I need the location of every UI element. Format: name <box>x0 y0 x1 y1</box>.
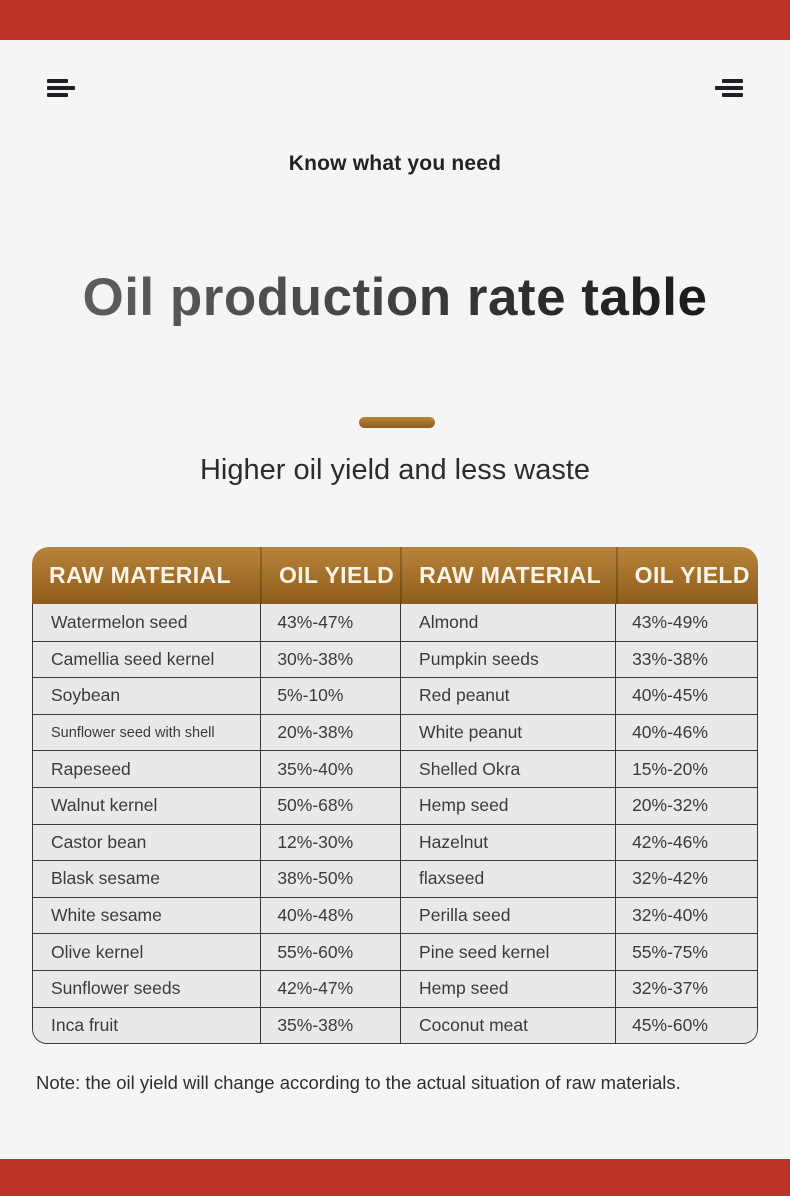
raw-material-cell: Coconut meat <box>400 1007 615 1044</box>
oil-yield-cell: 42%-47% <box>260 970 400 1007</box>
oil-yield-cell: 20%-32% <box>615 787 757 824</box>
oil-yield-cell: 20%-38% <box>260 714 400 751</box>
oil-yield-cell: 30%-38% <box>260 641 400 678</box>
raw-material-cell: Pumpkin seeds <box>400 641 615 678</box>
column-header-raw-material-1: RAW MATERIAL <box>49 562 231 588</box>
oil-yield-cell: 55%-60% <box>260 934 400 970</box>
oil-yield-cell: 32%-40% <box>615 897 757 934</box>
table-row: Watermelon seed 43%-47% Almond 43%-49% <box>33 604 757 641</box>
table-row: Sunflower seeds 42%-47% Hemp seed 32%-37% <box>33 969 757 1007</box>
raw-material-cell: Hemp seed <box>400 787 615 824</box>
column-header-oil-yield-2: OIL YIELD <box>615 547 758 604</box>
oil-yield-table: RAW MATERIAL OIL YIELD RAW MATERIAL OIL … <box>32 547 758 1045</box>
raw-material-cell: White peanut <box>400 714 615 751</box>
table-row: Castor bean 12%-30% Hazelnut 42%-46% <box>33 823 757 861</box>
oil-yield-cell: 55%-75% <box>615 934 757 970</box>
oil-yield-cell: 50%-68% <box>260 787 400 824</box>
top-red-bar <box>0 0 790 40</box>
oil-yield-cell: 43%-47% <box>260 604 400 641</box>
menu-lines-left-icon <box>47 79 75 97</box>
table-row: Camellia seed kernel 30%-38% Pumpkin seeds… <box>33 640 757 678</box>
oil-yield-cell: 43%-49% <box>615 604 757 641</box>
raw-material-cell: Camellia seed kernel <box>51 648 215 669</box>
oil-yield-cell: 35%-38% <box>260 1007 400 1044</box>
raw-material-cell: Walnut kernel <box>51 795 158 816</box>
raw-material-cell: Shelled Okra <box>400 751 615 787</box>
table-row: Walnut kernel 50%-68% Hemp seed 20%-32% <box>33 786 757 824</box>
raw-material-cell: Blask sesame <box>51 868 160 889</box>
column-header-oil-yield-1: OIL YIELD <box>259 547 400 604</box>
oil-yield-cell: 32%-37% <box>615 970 757 1007</box>
column-header-raw-material-2: RAW MATERIAL <box>400 547 616 604</box>
oil-yield-cell: 35%-40% <box>260 751 400 787</box>
raw-material-cell: flaxseed <box>400 861 615 897</box>
table-row: Blask sesame 38%-50% flaxseed 32%-42% <box>33 860 757 897</box>
oil-yield-cell: 38%-50% <box>260 861 400 897</box>
oil-yield-cell: 33%-38% <box>615 641 757 678</box>
raw-material-cell: Almond <box>400 604 615 641</box>
oil-yield-cell: 45%-60% <box>615 1007 757 1044</box>
table-row: Soybean 5%-10% Red peanut 40%-45% <box>33 677 757 714</box>
raw-material-cell: Inca fruit <box>51 1014 119 1035</box>
raw-material-cell: Perilla seed <box>400 897 615 934</box>
table-row: Rapeseed 35%-40% Shelled Okra 15%-20% <box>33 750 757 787</box>
raw-material-cell: Rapeseed <box>51 758 131 779</box>
oil-yield-cell: 40%-45% <box>615 678 757 714</box>
table-row: Sunflower seed with shell 20%-38% White pe… <box>33 713 757 751</box>
raw-material-cell: Hemp seed <box>400 970 615 1007</box>
note-text: Note: the oil yield will change accordin… <box>36 1072 681 1093</box>
divider-pill <box>359 417 435 428</box>
oil-yield-cell: 40%-46% <box>615 714 757 751</box>
oil-yield-cell: 42%-46% <box>615 824 757 861</box>
page-title: Oil production rate table <box>0 267 790 328</box>
table-body: Watermelon seed 43%-47% Almond 43%-49% Camel… <box>32 604 758 1045</box>
oil-yield-cell: 12%-30% <box>260 824 400 861</box>
bottom-red-bar <box>0 1159 790 1196</box>
raw-material-cell: Castor bean <box>51 831 147 852</box>
raw-material-cell: Hazelnut <box>400 824 615 861</box>
oil-yield-cell: 40%-48% <box>260 897 400 934</box>
table-row: Inca fruit 35%-38% Coconut meat 45%-60% <box>33 1006 757 1044</box>
raw-material-cell: Olive kernel <box>51 941 144 962</box>
raw-material-cell: Watermelon seed <box>51 611 188 632</box>
subtitle: Higher oil yield and less waste <box>199 454 591 486</box>
oil-yield-cell: 5%-10% <box>260 678 400 714</box>
oil-yield-cell: 15%-20% <box>615 751 757 787</box>
oil-yield-cell: 32%-42% <box>615 861 757 897</box>
table-header: RAW MATERIAL OIL YIELD RAW MATERIAL OIL … <box>32 547 758 604</box>
raw-material-cell: White sesame <box>51 905 162 926</box>
raw-material-cell: Sunflower seeds <box>51 978 181 999</box>
table-row: White sesame 40%-48% Perilla seed 32%-40% <box>33 896 757 934</box>
raw-material-cell: Soybean <box>51 685 121 706</box>
raw-material-cell: Red peanut <box>400 678 615 714</box>
raw-material-cell: Pine seed kernel <box>400 934 615 970</box>
table-row: Olive kernel 55%-60% Pine seed kernel 55%-7… <box>33 933 757 970</box>
menu-lines-right-icon <box>715 79 743 97</box>
eyebrow-text: Know what you need <box>288 152 502 175</box>
raw-material-cell: Sunflower seed with shell <box>51 724 215 741</box>
